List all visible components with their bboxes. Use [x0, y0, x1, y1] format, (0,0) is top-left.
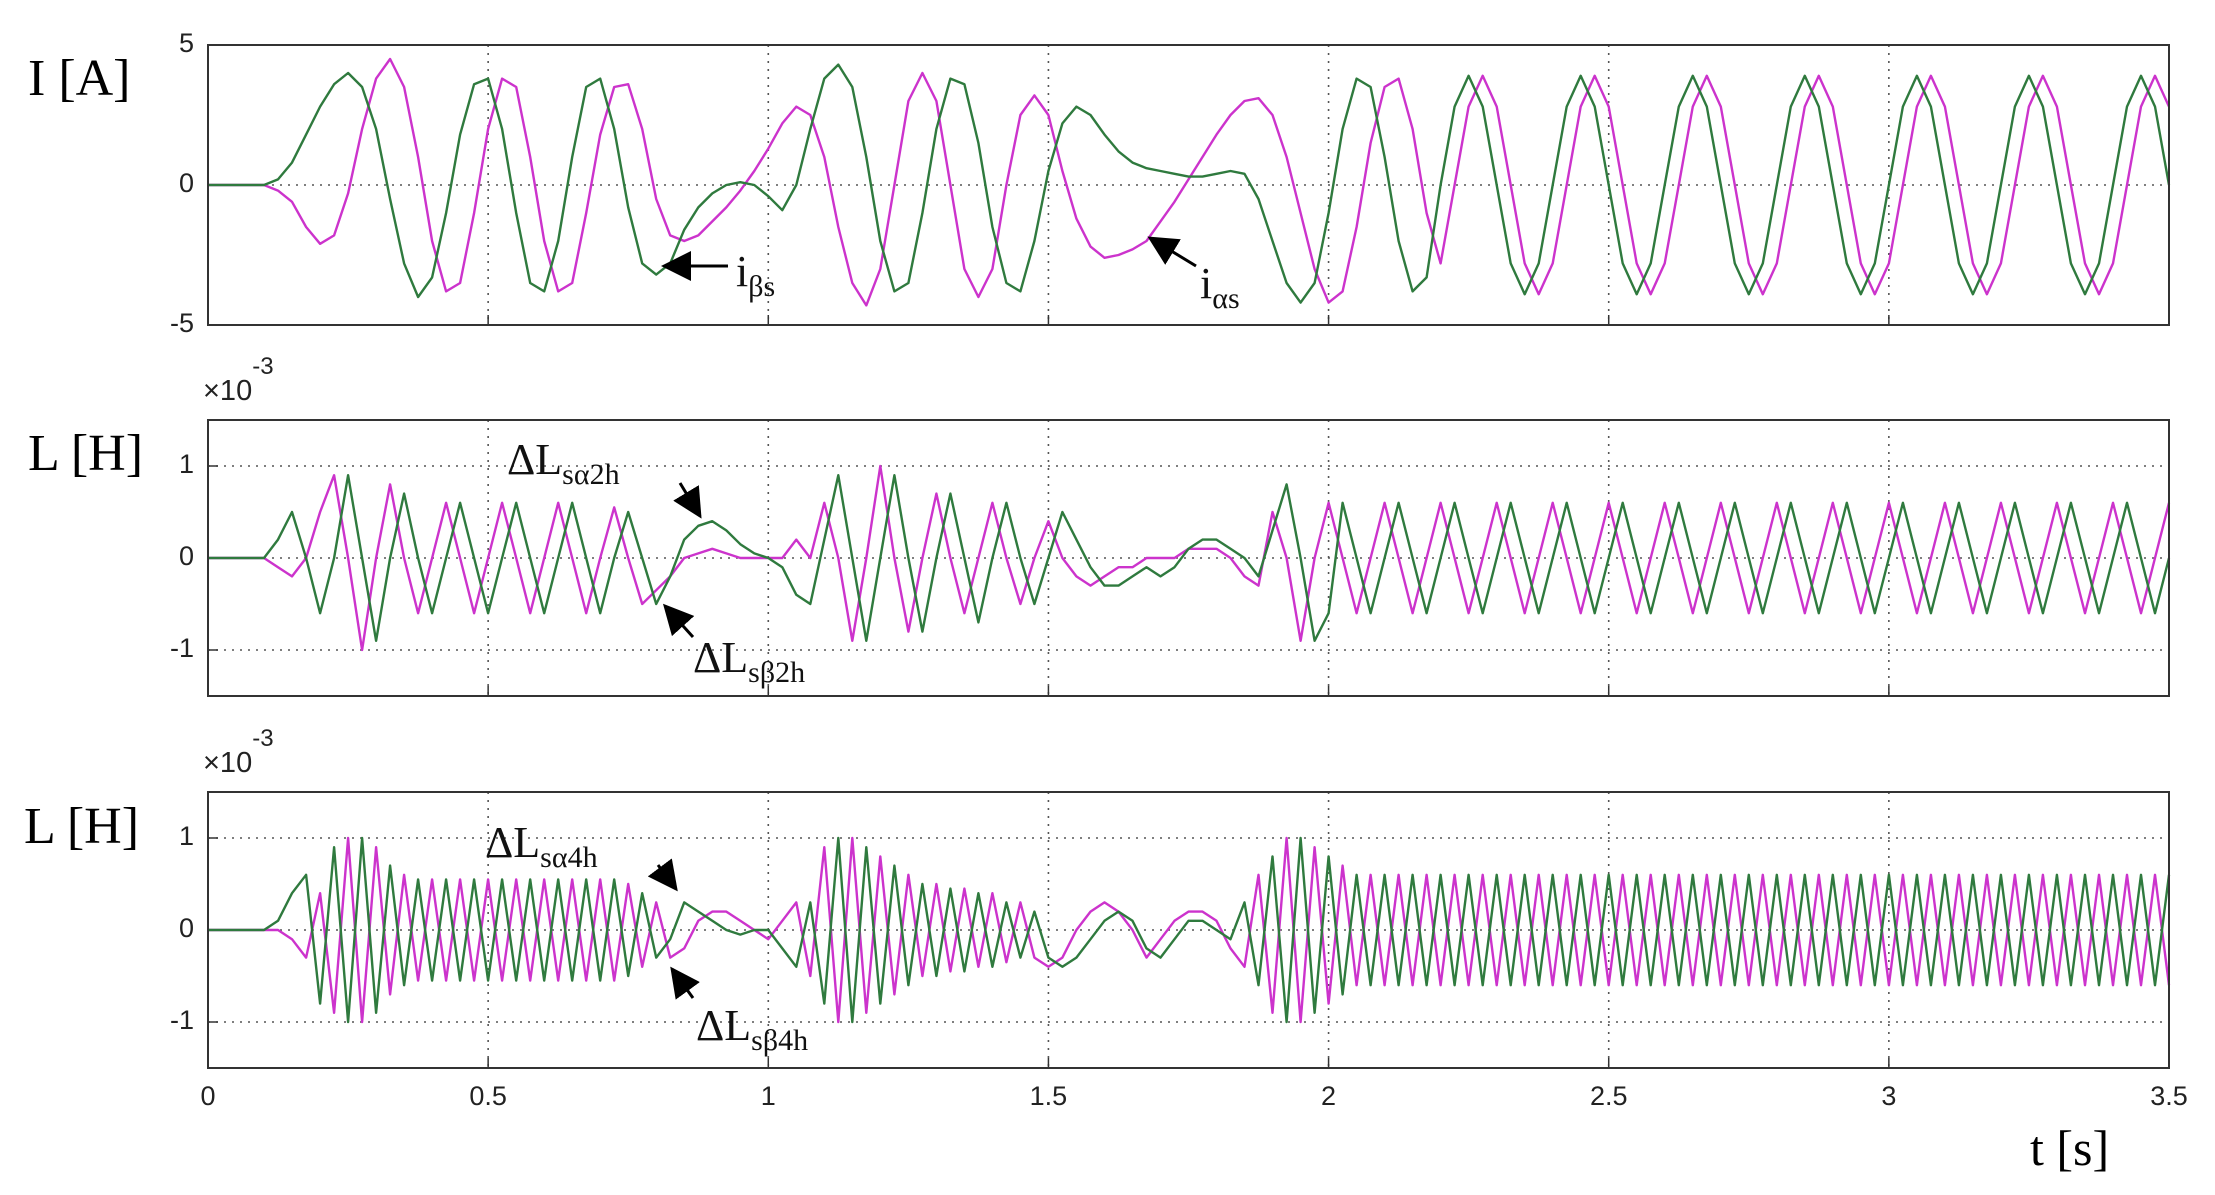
annotation-arrow — [647, 858, 678, 892]
y-tick-label: 5 — [179, 28, 194, 58]
axis-multiplier: ×10-3 — [203, 353, 274, 407]
plot-area — [208, 792, 2169, 1068]
data-line — [208, 474, 2171, 642]
data-line — [208, 836, 2171, 1024]
annotation-arrow — [662, 603, 695, 639]
annotation: ΔLsβ4h — [696, 1001, 808, 1057]
y-tick-label: 0 — [179, 168, 194, 198]
x-tick-label: 0 — [200, 1081, 215, 1111]
y-tick-label: -5 — [170, 308, 194, 338]
plots: -5 0 5 -1 0 1 0 0.5 1 1.5 2 2.5 3 3.5 -1 0 1 — [170, 28, 2188, 1111]
axes-frame — [207, 419, 2170, 697]
data-line — [208, 63, 2171, 304]
x-tick-label: 0.5 — [469, 1081, 507, 1111]
annotation-arrow — [673, 482, 702, 519]
axis-multiplier: ×10-3 — [203, 725, 274, 779]
axes-frame — [207, 44, 2170, 326]
annotation: ΔLsα4h — [485, 818, 598, 874]
data-line — [208, 836, 2171, 1024]
annotation: iαs — [1200, 259, 1240, 315]
y-tick-label: 1 — [179, 449, 194, 479]
y-tick-label: -1 — [170, 1005, 194, 1035]
x-tick-label: 1.5 — [1030, 1081, 1068, 1111]
axes-frame — [207, 791, 2170, 1069]
x-tick-label: 3 — [1881, 1081, 1896, 1111]
y-axis-label: L [H] — [24, 798, 139, 855]
plot-area — [208, 420, 2169, 696]
x-axis-label: t [s] — [2030, 1120, 2109, 1176]
annotation: iβs — [736, 247, 775, 303]
annotation-arrow — [670, 966, 700, 1000]
x-tick-label: 1 — [761, 1081, 776, 1111]
x-tick-label: 3.5 — [2150, 1081, 2188, 1111]
x-tick-label: 2.5 — [1590, 1081, 1628, 1111]
y-tick-label: 0 — [179, 541, 194, 571]
plot-area — [208, 45, 2169, 325]
annotation-arrow — [1147, 236, 1197, 268]
y-tick-label: 1 — [179, 821, 194, 851]
annotation: ΔLsβ2h — [693, 633, 805, 689]
y-tick-label: 0 — [179, 913, 194, 943]
y-axis-label: I [A] — [28, 50, 131, 107]
annotation: ΔLsα2h — [507, 435, 620, 491]
data-line — [208, 57, 2171, 307]
annotations: iβs iαs ΔLsα2h ΔLsβ2h ΔLsα4h ΔLsβ4h — [485, 236, 1240, 1057]
y-axis-label: L [H] — [28, 425, 143, 482]
y-tick-label: -1 — [170, 633, 194, 663]
x-tick-label: 2 — [1321, 1081, 1336, 1111]
